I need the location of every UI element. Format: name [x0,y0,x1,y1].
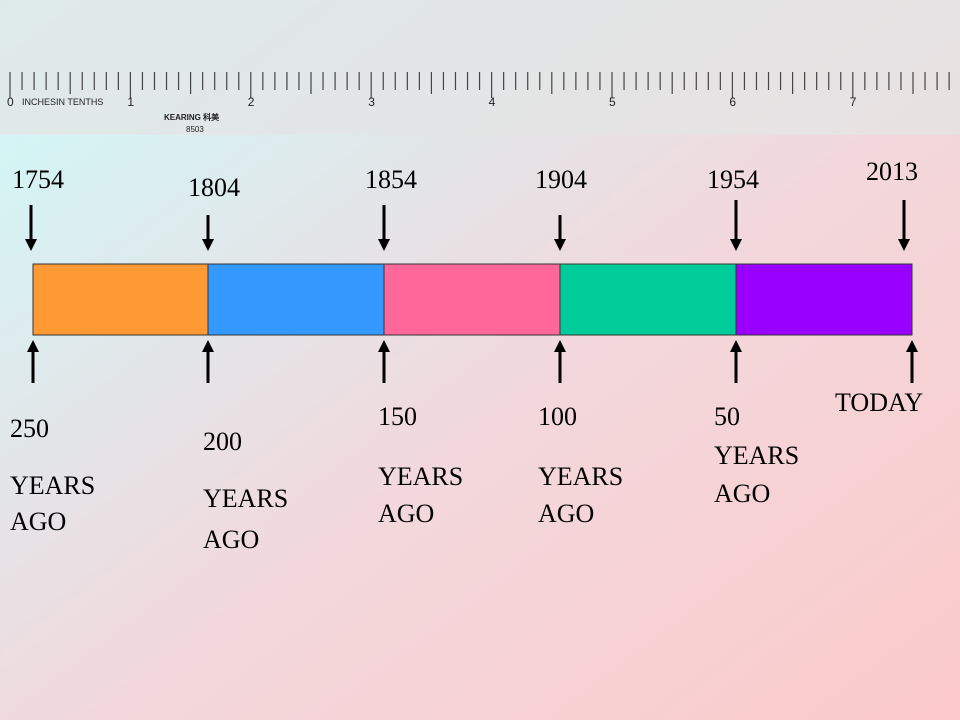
timeline-segment [207,263,385,336]
year-label: 1754 [12,165,64,194]
age-label: 100 [538,402,577,431]
year-label: 1854 [365,165,417,194]
age-label: AGO [538,499,594,528]
timeline-segment [383,263,561,336]
year-label: 1904 [535,165,587,194]
ruler-model: 8503 [186,125,204,134]
year-label: 2013 [866,157,918,186]
age-label: AGO [10,507,66,536]
age-label: 250 [10,414,49,443]
ruler: 0 1 2 3 4 5 6 7 INCHESIN TENTHS KEARING 科美 8503 [7,72,950,134]
ruler-body [0,0,960,135]
age-label: YEARS [203,484,288,513]
age-label: AGO [203,525,259,554]
age-label: 150 [378,402,417,431]
ruler-number: 3 [368,95,375,109]
year-label: 1804 [188,173,240,202]
timeline-segment [735,263,913,336]
age-label: AGO [378,499,434,528]
age-label: TODAY [835,388,923,417]
year-label: 1954 [707,165,759,194]
age-label: YEARS [538,462,623,491]
age-label: YEARS [10,471,95,500]
timeline: 1754 1804 1854 1904 1954 2013 250 YEARS AGO 200 YE… [10,157,923,554]
ruler-brand: KEARING 科美 [164,112,220,122]
ruler-number: 1 [127,95,134,109]
timeline-segment [559,263,737,336]
ruler-caption: INCHESIN TENTHS [22,97,103,107]
ruler-number: 5 [609,95,616,109]
age-label: AGO [714,479,770,508]
ruler-number: 6 [729,95,736,109]
age-label: 50 [714,402,740,431]
ruler-number: 0 [7,95,14,109]
age-label: YEARS [378,462,463,491]
ruler-number: 2 [248,95,255,109]
ruler-number: 4 [489,95,496,109]
age-label: 200 [203,427,242,456]
timeline-segment [32,263,209,336]
ruler-number: 7 [850,95,857,109]
age-label: YEARS [714,441,799,470]
